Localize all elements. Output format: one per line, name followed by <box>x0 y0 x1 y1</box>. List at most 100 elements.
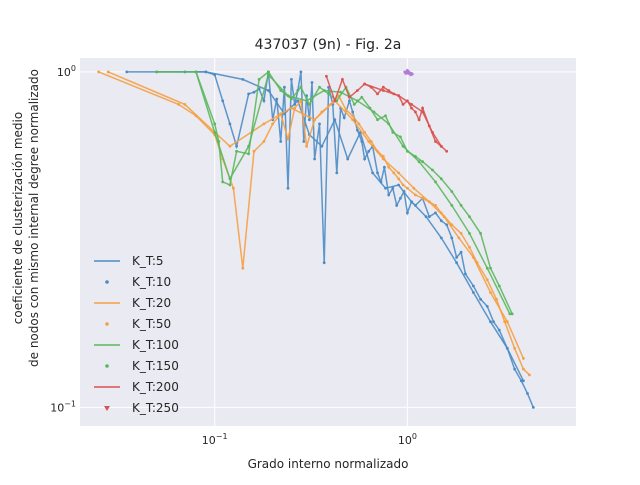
data-point <box>279 89 283 92</box>
data-point <box>406 211 409 215</box>
data-point <box>464 272 467 276</box>
data-point <box>439 219 443 223</box>
data-point <box>341 78 344 81</box>
legend-item: K_T:5 <box>94 254 164 268</box>
data-point <box>262 122 266 126</box>
data-point <box>434 140 437 143</box>
data-point <box>339 90 342 94</box>
data-point <box>335 171 339 175</box>
legend-item: K_T:250 <box>104 401 179 415</box>
data-point <box>376 92 379 96</box>
data-point <box>401 183 405 187</box>
data-point <box>401 103 405 106</box>
data-point <box>417 118 421 122</box>
data-point <box>439 144 443 148</box>
data-point <box>155 70 159 74</box>
data-point <box>363 131 366 134</box>
data-point <box>455 256 458 259</box>
legend-swatch-dot <box>105 322 109 326</box>
data-point <box>431 168 434 172</box>
legend-swatch-triangle <box>104 406 110 411</box>
data-point <box>352 103 356 106</box>
data-point <box>508 312 512 316</box>
legend-label: K_T:100 <box>132 338 179 352</box>
ticks: 10−1 100 10−1 100 <box>50 64 417 447</box>
data-point <box>275 97 279 101</box>
legend-swatch-dot <box>105 280 109 284</box>
data-point <box>410 72 414 76</box>
legend-label: K_T:250 <box>132 401 179 415</box>
data-point <box>384 114 387 118</box>
data-point <box>417 160 421 164</box>
data-point <box>313 157 316 161</box>
data-point <box>522 379 525 383</box>
series-layer <box>97 68 535 409</box>
data-point <box>252 90 256 94</box>
data-point <box>299 85 303 89</box>
data-point <box>252 149 256 153</box>
data-point <box>381 89 385 92</box>
legend-label: K_T:150 <box>132 359 179 373</box>
data-point <box>356 99 359 103</box>
data-point <box>450 236 454 240</box>
data-point <box>213 131 217 134</box>
data-point <box>177 103 181 106</box>
data-point <box>241 266 245 270</box>
data-point <box>391 186 395 190</box>
data-point <box>221 99 225 103</box>
data-point <box>267 70 270 74</box>
data-point <box>468 245 471 249</box>
data-point <box>310 81 314 84</box>
data-point <box>335 99 339 103</box>
data-point <box>510 312 514 316</box>
data-point <box>235 149 239 153</box>
y-tick-label: 100 <box>57 64 76 79</box>
data-point <box>421 106 424 110</box>
data-point <box>406 186 409 190</box>
data-point <box>381 85 385 89</box>
data-point <box>204 70 208 74</box>
data-point <box>346 157 350 161</box>
data-point <box>241 78 245 81</box>
legend-label: K_T:200 <box>132 380 179 394</box>
data-point <box>457 236 461 240</box>
data-point <box>421 110 424 114</box>
data-point <box>450 190 454 193</box>
data-point <box>410 103 413 106</box>
data-point <box>522 357 525 360</box>
data-point <box>513 367 516 371</box>
data-point <box>318 122 321 126</box>
data-point <box>356 128 359 132</box>
x-tick-label: 100 <box>398 432 417 447</box>
data-point <box>221 180 225 184</box>
data-point <box>479 297 482 301</box>
data-point <box>399 135 402 139</box>
x-tick-label: 10−1 <box>202 432 228 447</box>
data-point <box>528 373 531 377</box>
legend-label: K_T:5 <box>132 254 164 268</box>
data-point <box>267 89 270 92</box>
data-point <box>296 99 300 103</box>
data-point <box>351 114 355 118</box>
data-point <box>363 82 366 86</box>
data-point <box>327 92 330 96</box>
data-point <box>472 291 475 294</box>
data-point <box>399 196 402 200</box>
legend-item: K_T:200 <box>94 380 179 394</box>
data-point <box>526 392 529 395</box>
data-point <box>531 406 535 409</box>
data-point <box>286 137 290 141</box>
data-point <box>106 70 110 74</box>
data-point <box>305 144 308 148</box>
data-point <box>348 95 351 99</box>
data-point <box>308 118 311 122</box>
data-point <box>459 204 463 207</box>
data-point <box>320 144 324 148</box>
data-point <box>489 266 492 270</box>
data-point <box>472 284 475 288</box>
data-point <box>97 70 101 74</box>
data-point <box>262 99 266 103</box>
data-point <box>414 193 417 197</box>
data-point <box>357 122 361 126</box>
